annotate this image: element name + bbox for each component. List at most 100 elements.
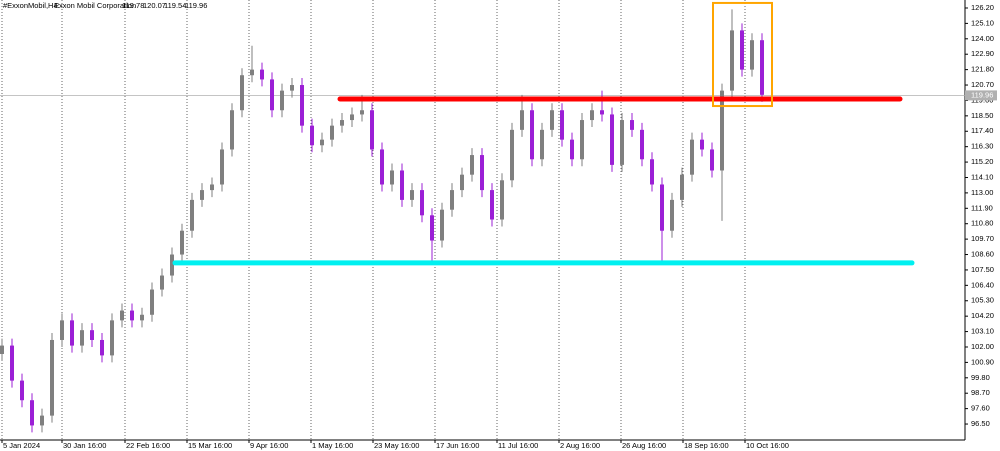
candle-body xyxy=(270,79,274,111)
y-tick-label: 116.30 xyxy=(971,142,993,151)
y-tick-label: 124.00 xyxy=(971,34,994,43)
candle-body xyxy=(600,110,604,115)
candle-body xyxy=(180,230,184,255)
candle-body xyxy=(380,149,384,185)
candle-body xyxy=(450,190,454,210)
candle-body xyxy=(170,254,174,276)
candle-body xyxy=(570,139,574,160)
y-tick-label: 111.90 xyxy=(971,203,993,212)
candle-body xyxy=(530,110,534,160)
candle-body xyxy=(680,174,684,200)
x-tick-label: 10 Oct 16:00 xyxy=(746,441,789,450)
candle-body xyxy=(590,110,594,121)
y-tick-label: 96.50 xyxy=(971,419,990,428)
y-tick-label: 113.00 xyxy=(971,188,993,197)
candle-body xyxy=(610,114,614,165)
candle-body xyxy=(460,174,464,191)
y-tick-label: 109.70 xyxy=(971,234,994,243)
y-tick-label: 99.80 xyxy=(971,373,990,382)
candle-body xyxy=(540,129,544,160)
candle-body xyxy=(90,330,94,340)
y-tick-label: 110.80 xyxy=(971,219,993,228)
x-tick-label: 5 Jan 2024 xyxy=(3,441,40,450)
ohlc-low: 119.54 xyxy=(164,1,186,10)
x-tick-label: 30 Jan 16:00 xyxy=(63,441,106,450)
candle-body xyxy=(480,155,484,191)
candle-body xyxy=(300,85,304,126)
y-tick-label: 120.70 xyxy=(971,80,994,89)
price-tag-label: 119.96 xyxy=(971,90,993,99)
candle-body xyxy=(630,120,634,130)
candle-body xyxy=(510,129,514,181)
candle-body xyxy=(60,320,64,340)
y-tick-label: 108.60 xyxy=(971,250,994,259)
ohlc-open: 119.78 xyxy=(122,1,144,10)
candle-body xyxy=(620,120,624,165)
x-tick-label: 22 Feb 16:00 xyxy=(126,441,170,450)
candle-body xyxy=(420,190,424,216)
x-tick-label: 1 May 16:00 xyxy=(312,441,353,450)
candle-body xyxy=(250,69,254,76)
candle-body xyxy=(30,400,34,426)
candle-body xyxy=(230,110,234,150)
ohlc-high: 120.07 xyxy=(143,1,166,10)
candle-body xyxy=(350,114,354,121)
candle-body xyxy=(760,40,764,95)
candle-body xyxy=(660,184,664,231)
y-tick-label: 106.40 xyxy=(971,280,994,289)
y-tick-label: 114.10 xyxy=(971,172,993,181)
x-tick-label: 11 Jul 16:00 xyxy=(498,441,538,450)
instrument: Exxon Mobil Corporation xyxy=(54,1,136,10)
candle-body xyxy=(470,155,474,175)
candle-body xyxy=(20,380,24,401)
x-tick-label: 9 Apr 16:00 xyxy=(250,441,288,450)
candle-body xyxy=(500,180,504,220)
y-tick-label: 118.50 xyxy=(971,111,993,120)
y-tick-label: 115.20 xyxy=(971,157,993,166)
y-tick-label: 117.40 xyxy=(971,126,993,135)
candle-body xyxy=(80,330,84,346)
candle-body xyxy=(280,90,284,111)
x-tick-label: 2 Aug 16:00 xyxy=(560,441,600,450)
price-tag xyxy=(965,90,997,101)
candle-body xyxy=(360,110,364,115)
candle-body xyxy=(430,215,434,241)
candle-body xyxy=(100,339,104,356)
candle-body xyxy=(240,75,244,111)
candle-body xyxy=(110,320,114,356)
y-tick-label: 102.00 xyxy=(971,342,994,351)
x-tick-label: 17 Jun 16:00 xyxy=(436,441,479,450)
candle-body xyxy=(140,314,144,321)
candle-body xyxy=(400,170,404,200)
x-tick-label: 26 Aug 16:00 xyxy=(622,441,666,450)
candle-body xyxy=(150,289,154,315)
candle-body xyxy=(200,190,204,200)
candle-body xyxy=(340,120,344,126)
highlight-box xyxy=(712,1,773,108)
candle-body xyxy=(190,199,194,231)
y-tick-label: 100.90 xyxy=(971,357,994,366)
candle-body xyxy=(320,139,324,146)
candle-body xyxy=(700,139,704,150)
candle-body xyxy=(0,345,4,354)
candle-body xyxy=(640,129,644,160)
candle-body xyxy=(440,209,444,241)
candle-body xyxy=(550,110,554,130)
candle-body xyxy=(560,110,564,140)
y-tick-label: 103.10 xyxy=(971,327,994,336)
candle-body xyxy=(260,69,264,80)
candle-body xyxy=(740,30,744,70)
candle-body xyxy=(50,339,54,416)
candle-body xyxy=(710,149,714,171)
candle-body xyxy=(210,184,214,191)
candle-body xyxy=(650,159,654,185)
candle-body xyxy=(290,85,294,91)
candle-body xyxy=(10,345,14,381)
y-tick-label: 104.20 xyxy=(971,311,994,320)
candle-body xyxy=(410,190,414,200)
candle-body xyxy=(670,199,674,231)
x-tick-label: 15 Mar 16:00 xyxy=(188,441,232,450)
y-tick-label: 122.90 xyxy=(971,49,994,58)
y-tick-label: 105.30 xyxy=(971,296,994,305)
